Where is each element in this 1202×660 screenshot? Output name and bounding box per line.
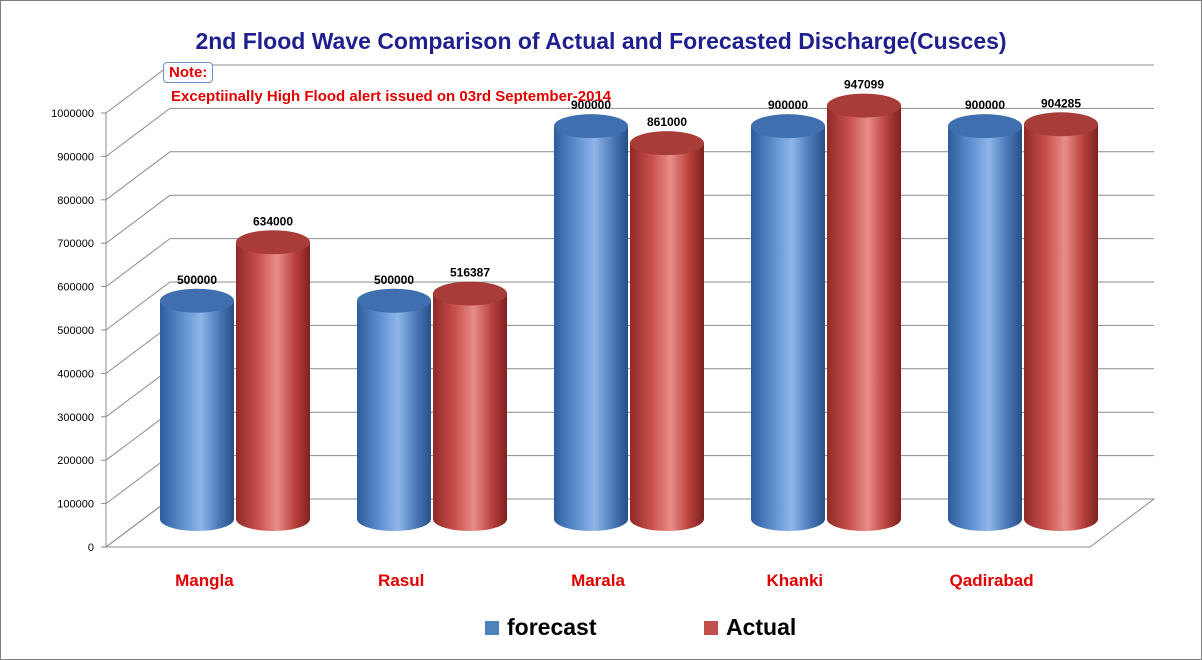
bar-forecast-mangla [160,288,234,531]
bar-forecast-marala [554,114,628,532]
gridline-depth [105,64,171,114]
y-tick-label: 500000 [57,325,94,337]
data-label: 500000 [177,273,217,287]
y-tick-label: 800000 [57,195,94,207]
bar-forecast-rasul [357,288,431,531]
bar-top [433,281,507,306]
bar-body [433,293,507,531]
bar-body [1024,124,1098,531]
bar-actual-khanki [827,93,901,532]
bar-actual-rasul [433,281,507,531]
bar-body [160,300,234,531]
y-tick-label: 700000 [57,238,94,250]
bar-top [630,131,704,156]
bar-forecast-khanki [751,114,825,532]
gridline-depth [105,281,171,331]
bar-actual-marala [630,131,704,531]
data-label: 900000 [965,98,1005,112]
x-tick-label: Mangla [175,571,234,590]
bar-top [554,114,628,139]
legend-item-forecast[interactable]: forecast [485,614,596,641]
y-tick-label: 600000 [57,282,94,294]
bar-body [236,242,310,531]
bar-actual-qadirabad [1024,112,1098,531]
y-tick-label: 0 [88,542,94,554]
bar-body [554,126,628,532]
data-label: 861000 [647,115,687,129]
legend-label-forecast: forecast [507,614,597,640]
bar-actual-mangla [236,230,310,531]
gridline-depth [105,455,171,505]
legend-swatch-actual [704,620,718,635]
bar-top [1024,112,1098,137]
bar-top [357,288,431,313]
bar-forecast-qadirabad [948,114,1022,532]
y-tick-label: 100000 [57,499,94,511]
legend-label-actual: Actual [726,614,797,640]
x-tick-label: Qadirabad [950,571,1034,590]
data-label: 500000 [374,273,414,287]
y-tick-label: 900000 [57,151,94,163]
gridline-depth [105,151,171,201]
y-tick-label: 200000 [57,455,94,467]
bar-body [751,126,825,532]
y-tick-label: 1000000 [51,108,94,120]
note-label: Note: [163,62,214,83]
y-tick-label: 300000 [57,412,94,424]
bar-top [160,288,234,313]
gridline-depth [105,108,171,157]
gridline-depth [105,324,171,374]
chart-title: 2nd Flood Wave Comparison of Actual and … [195,28,1007,54]
x-tick-label: Marala [571,571,625,590]
bar-body [948,126,1022,532]
gridline-depth [105,498,171,548]
data-label: 900000 [768,98,808,112]
gridline-depth [105,194,171,244]
legend-item-actual[interactable]: Actual [704,614,796,641]
bar-body [630,143,704,531]
x-tick-label: Rasul [378,571,424,590]
bar-top [751,114,825,139]
legend-swatch-forecast [485,620,499,635]
y-tick-label: 400000 [57,368,94,380]
x-tick-label: Khanki [766,571,823,590]
note-text: Exceptiinally High Flood alert issued on… [171,88,612,105]
gridline-depth [105,238,171,288]
data-label: 947099 [844,78,884,92]
gridline-depth [105,368,171,418]
bar-top [948,114,1022,139]
data-label: 904285 [1041,96,1081,110]
bar-body [357,300,431,531]
data-label: 516387 [450,266,490,280]
bar-body [827,105,901,532]
gridline-depth [105,411,171,461]
data-label: 634000 [253,214,293,228]
bar-top [236,230,310,255]
bar-top [827,93,901,118]
data-label: 900000 [571,98,611,112]
